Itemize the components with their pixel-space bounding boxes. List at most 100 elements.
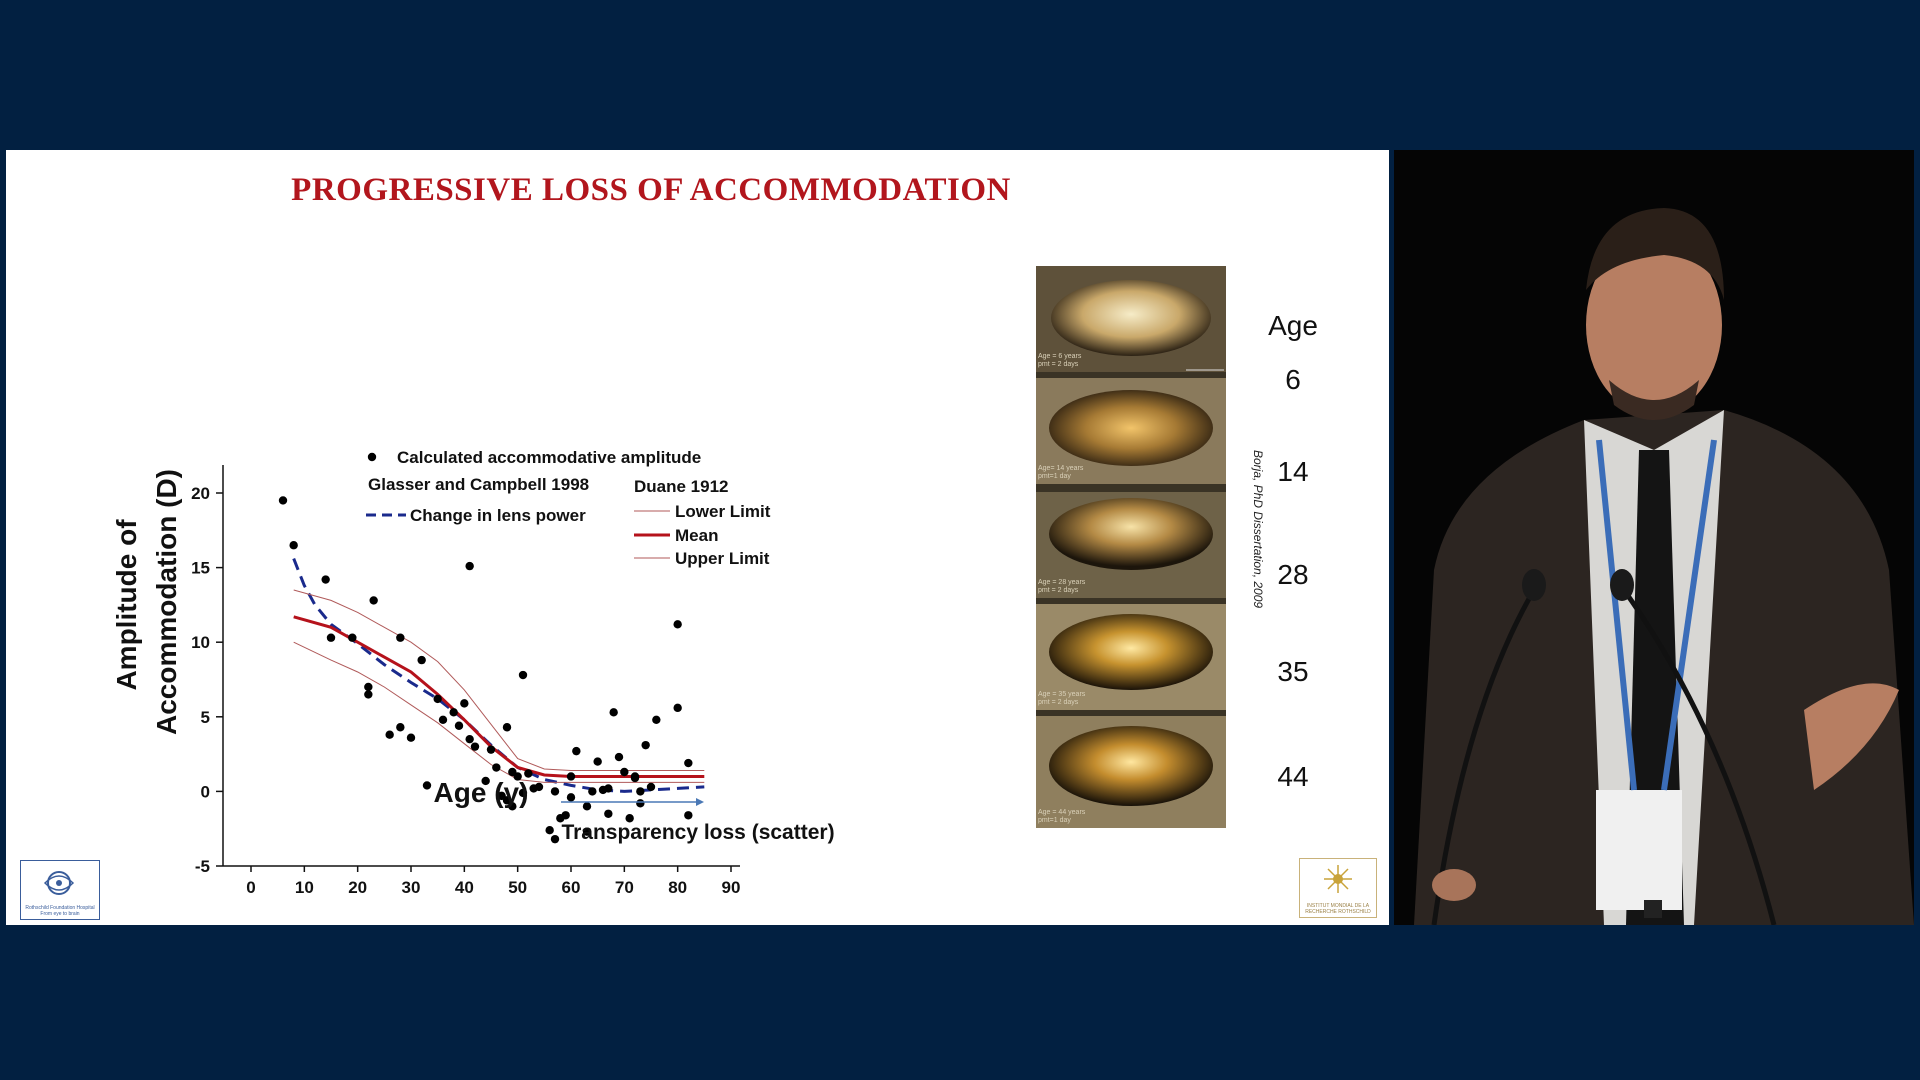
scatter-point [518, 788, 528, 798]
lens-photo-age-28: Age = 28 years pmt = 2 days [1036, 492, 1226, 598]
lens-photo-age-14: Age= 14 years pmt=1 day [1036, 378, 1226, 484]
y-tick-label: 5 [201, 708, 210, 727]
y-axis-label-line2: Accommodation (D) [151, 469, 182, 735]
x-tick-label: 20 [348, 878, 367, 897]
scatter-point [609, 708, 618, 717]
scatter-point [614, 752, 624, 762]
x-tick-label: 40 [455, 878, 474, 897]
scatter-point [289, 541, 298, 550]
speaker-video [1394, 150, 1914, 925]
x-tick-label: 90 [722, 878, 741, 897]
scatter-point [550, 834, 560, 844]
lens-caption-2: Age= 14 years pmt=1 day [1038, 465, 1084, 480]
y-tick-label: -5 [195, 857, 210, 876]
scatter-point [636, 787, 645, 796]
series-line-mean [293, 615, 705, 778]
lens-caption-3: Age = 28 years pmt = 2 days [1038, 579, 1086, 594]
scatter-point [673, 620, 682, 629]
scatter-point [652, 715, 661, 724]
scatter-point [561, 811, 570, 820]
scatter-point [278, 496, 288, 505]
scatter-point [326, 633, 336, 642]
lens-caption-4: Age = 35 years pmt = 2 days [1038, 691, 1086, 706]
scatter-point [460, 699, 469, 708]
scatter-point [524, 769, 533, 778]
x-tick-label: 80 [668, 878, 687, 897]
scatter-point [545, 825, 554, 835]
scatter-point [684, 758, 693, 768]
scatter-point [513, 772, 522, 781]
slide-title: PROGRESSIVE LOSS OF ACCOMMODATION [291, 172, 1011, 208]
scatter-point [369, 596, 378, 605]
scatter-point [646, 782, 656, 792]
scatter-point [385, 730, 394, 739]
scatter-point [396, 723, 405, 732]
scatter-point [684, 811, 693, 820]
scatter-point [396, 633, 405, 642]
scatter-point [502, 796, 512, 805]
sun-logo-icon [1324, 865, 1352, 893]
y-axis-label-line1: Amplitude of [111, 519, 142, 691]
brain-eye-logo-icon [43, 871, 75, 895]
scatter-point [454, 721, 464, 730]
series-line-change-in-lens-power [292, 558, 705, 793]
scatter-point [566, 793, 576, 802]
x-axis-label: Age (y) [434, 777, 529, 808]
scatter-point [470, 742, 480, 751]
x-tick-label: 30 [402, 878, 421, 897]
scatter-point [481, 776, 490, 786]
scatter-point [620, 767, 629, 777]
x-tick-label: 0 [246, 878, 255, 897]
scatter-point [630, 772, 640, 781]
lens-age-label: 35 [1277, 656, 1309, 687]
x-tick-label: 50 [508, 878, 527, 897]
scatter-point [486, 745, 496, 754]
scatter-point [406, 733, 416, 742]
scatter-point [673, 703, 682, 713]
scatter-point [364, 682, 373, 692]
series-line-upper-limit [293, 589, 705, 771]
legend-mean-label: Mean [675, 526, 718, 545]
chart-axes: -5 0 5 10 15 20 0 10 20 30 40 50 60 70 80 90 [191, 465, 740, 897]
scatter-point [417, 655, 426, 665]
scatter-point [604, 784, 613, 793]
scatter-point [604, 809, 613, 818]
scatter-point [465, 734, 474, 744]
legend-glasser-title: Glasser and Campbell 1998 [368, 475, 589, 494]
lens-photo-age-44: Age = 44 years pmt=1 day [1036, 716, 1226, 828]
lens-age-label: 44 [1277, 761, 1309, 792]
legend-marker-scatter [367, 452, 377, 462]
scatter-point [348, 633, 357, 642]
accommodation-chart: -5 0 5 10 15 20 0 10 20 30 40 50 60 70 80 90 Calculated… [111, 448, 835, 897]
scatter-point [508, 802, 517, 811]
institut-rothschild-logo: INSTITUT MONDIAL DE LA RECHERCHE ROTHSCH… [1299, 858, 1377, 918]
scatter-point [502, 723, 512, 732]
rothschild-hospital-logo: Rothschild Foundation Hospital From eye … [20, 860, 100, 920]
scatter-point [625, 814, 634, 823]
y-tick-label: 0 [201, 782, 210, 801]
x-tick-label: 70 [615, 878, 634, 897]
legend-lower-label: Lower Limit [675, 502, 771, 521]
lens-age-label: 28 [1277, 559, 1309, 590]
legend-scatter-label: Calculated accommodative amplitude [397, 448, 701, 467]
presentation-slide: PROGRESSIVE LOSS OF ACCOMMODATION -5 0 5 10… [6, 150, 1389, 925]
scatter-point [433, 694, 442, 704]
x-tick-label: 10 [295, 878, 314, 897]
scatter-point [636, 799, 645, 808]
y-tick-label: 20 [191, 484, 210, 503]
chart-series [292, 558, 705, 793]
scatter-point [534, 782, 544, 792]
scatter-point [492, 763, 501, 772]
scatter-point [321, 575, 330, 584]
chart-legend: Calculated accommodative amplitude Glasse… [366, 448, 771, 568]
legend-duane-title: Duane 1912 [634, 477, 729, 496]
scatter-point [582, 827, 592, 836]
scatter-point [550, 787, 560, 796]
scatter-point [364, 690, 373, 699]
lens-caption-5: Age = 44 years pmt=1 day [1038, 809, 1086, 824]
scatter-point [465, 561, 474, 571]
lens-photo-age-35: Age = 35 years pmt = 2 days [1036, 604, 1226, 710]
scatter-point [518, 670, 528, 680]
scatter-point [422, 781, 432, 790]
lens-photo-age-6: Age = 6 years pmt = 2 days [1036, 266, 1226, 372]
